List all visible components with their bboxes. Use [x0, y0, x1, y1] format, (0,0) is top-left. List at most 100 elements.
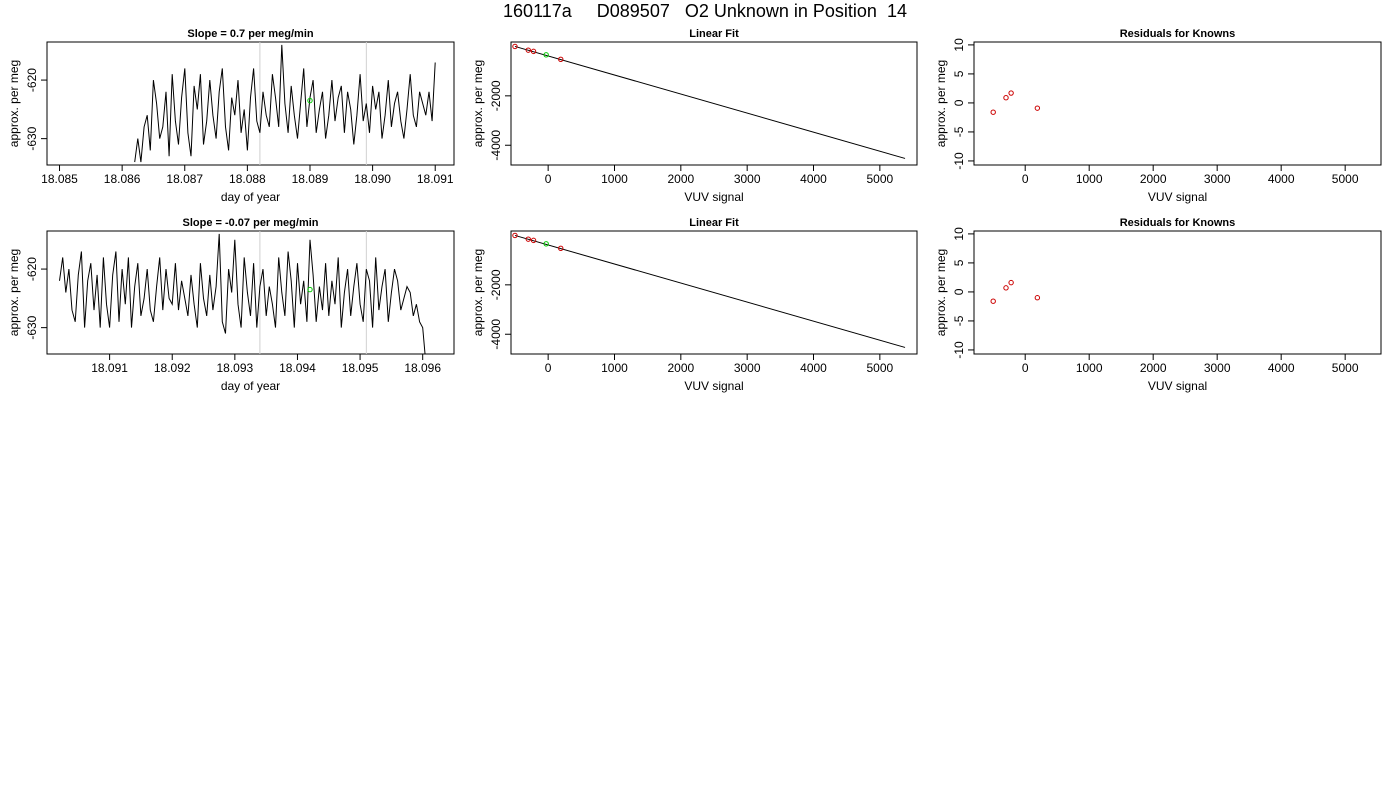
plot-frame: [46, 41, 455, 166]
panel-4: Slope = -0.07 per meg/min day of year appr…: [7, 217, 455, 393]
plot-frame: [46, 230, 455, 355]
x-tick-label: 2000: [1140, 172, 1167, 186]
plot-frame: [510, 230, 918, 355]
x-tick-label: 18.095: [342, 361, 379, 375]
x-tick-label: 1000: [1076, 361, 1103, 375]
data-area: [990, 90, 1041, 115]
x-axis-label: VUV signal: [1148, 190, 1207, 204]
known-point: [525, 47, 531, 53]
x-tick-label: 3000: [1204, 361, 1231, 375]
panel-title: Linear Fit: [689, 28, 739, 40]
x-tick-label: 0: [1022, 361, 1029, 375]
unknown-point: [307, 97, 313, 104]
y-tick-label: 10: [952, 38, 966, 52]
y-tick-label: 0: [952, 99, 966, 106]
y-tick-label: -4000: [489, 319, 503, 350]
unknown-point: [307, 286, 313, 293]
x-tick-label: 18.088: [229, 172, 266, 186]
x-tick-label: 4000: [1268, 361, 1295, 375]
x-tick-label: 18.096: [404, 361, 441, 375]
x-tick-label: 18.092: [154, 361, 191, 375]
y-tick-label: -10: [952, 341, 966, 359]
fit-line: [514, 234, 906, 348]
x-tick-label: 3000: [734, 172, 761, 186]
y-tick-label: -5: [952, 126, 966, 137]
plot-frame: [973, 41, 1382, 166]
y-tick-label: 10: [952, 227, 966, 241]
x-tick-label: 2000: [1140, 361, 1167, 375]
panel-6: Residuals for Knowns VUV signal approx. pe…: [934, 217, 1382, 393]
x-tick-label: 18.087: [166, 172, 203, 186]
data-area: [134, 42, 436, 165]
x-tick-label: 1000: [601, 361, 628, 375]
y-tick-label: 5: [952, 70, 966, 77]
x-tick-label: 18.093: [216, 361, 253, 375]
known-point: [990, 298, 996, 304]
data-area: [990, 279, 1041, 304]
y-tick-label: -2000: [489, 269, 503, 300]
y-tick-label: -630: [25, 126, 39, 150]
known-point: [558, 56, 564, 62]
fit-line: [514, 45, 906, 159]
known-point: [1034, 105, 1041, 111]
x-tick-label: 18.094: [279, 361, 316, 375]
y-axis-label: approx. per meg: [7, 249, 21, 336]
series-line: [59, 233, 426, 354]
x-axis-label: VUV signal: [684, 190, 743, 204]
panel-title: Residuals for Knowns: [1120, 217, 1236, 229]
known-point: [530, 237, 537, 244]
y-tick-label: -2000: [489, 80, 503, 111]
x-tick-label: 5000: [866, 172, 893, 186]
known-point: [530, 48, 537, 55]
x-tick-label: 0: [545, 361, 552, 375]
x-tick-label: 18.091: [91, 361, 128, 375]
x-tick-label: 18.090: [354, 172, 391, 186]
y-axis-label: approx. per meg: [471, 60, 485, 147]
x-tick-label: 2000: [667, 172, 694, 186]
x-tick-label: 18.089: [292, 172, 329, 186]
x-tick-label: 2000: [667, 361, 694, 375]
y-tick-label: 5: [952, 259, 966, 266]
y-tick-label: -5: [952, 315, 966, 326]
x-tick-label: 5000: [866, 361, 893, 375]
known-point: [512, 43, 518, 50]
known-point: [1008, 279, 1014, 286]
data-area: [512, 43, 906, 159]
known-point: [1034, 295, 1041, 301]
panel-2: Linear Fit VUV signal approx. per meg 0 1000…: [471, 28, 918, 204]
known-point: [512, 232, 518, 239]
panel-3: Residuals for Knowns VUV signal approx. pe…: [934, 28, 1382, 204]
y-tick-label: -620: [25, 68, 39, 92]
y-tick-label: -4000: [489, 130, 503, 161]
y-axis-label: approx. per meg: [7, 60, 21, 147]
y-tick-label: -620: [25, 257, 39, 281]
page-title: 160117a D089507 O2 Unknown in Position 1…: [503, 1, 907, 21]
panel-title: Residuals for Knowns: [1120, 28, 1236, 40]
x-axis-label: day of year: [221, 190, 280, 204]
x-axis-label: VUV signal: [684, 379, 743, 393]
panel-title: Linear Fit: [689, 217, 739, 229]
x-axis-label: VUV signal: [1148, 379, 1207, 393]
y-tick-label: 0: [952, 288, 966, 295]
y-axis-label: approx. per meg: [934, 60, 948, 147]
unknown-point: [543, 241, 549, 247]
plot-frame: [973, 230, 1382, 355]
panel-title: Slope = 0.7 per meg/min: [187, 28, 314, 40]
known-point: [558, 245, 564, 251]
panel-1: Slope = 0.7 per meg/min day of year approx…: [7, 28, 455, 204]
x-tick-label: 3000: [1204, 172, 1231, 186]
panel-title: Slope = -0.07 per meg/min: [182, 217, 318, 229]
x-tick-label: 0: [545, 172, 552, 186]
y-axis-label: approx. per meg: [471, 249, 485, 336]
x-tick-label: 5000: [1332, 172, 1359, 186]
unknown-point: [543, 52, 549, 58]
known-point: [1003, 285, 1009, 291]
panel-5: Linear Fit VUV signal approx. per meg 0 1000…: [471, 217, 918, 393]
x-tick-label: 18.085: [41, 172, 78, 186]
x-tick-label: 4000: [1268, 172, 1295, 186]
known-point: [1003, 94, 1009, 101]
x-tick-label: 5000: [1332, 361, 1359, 375]
plot-frame: [510, 41, 918, 166]
x-axis-label: day of year: [221, 379, 280, 393]
